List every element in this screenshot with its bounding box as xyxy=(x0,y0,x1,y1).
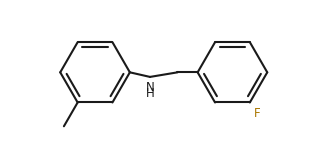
Text: H: H xyxy=(146,87,154,100)
Text: F: F xyxy=(253,107,260,120)
Text: N: N xyxy=(146,81,154,94)
